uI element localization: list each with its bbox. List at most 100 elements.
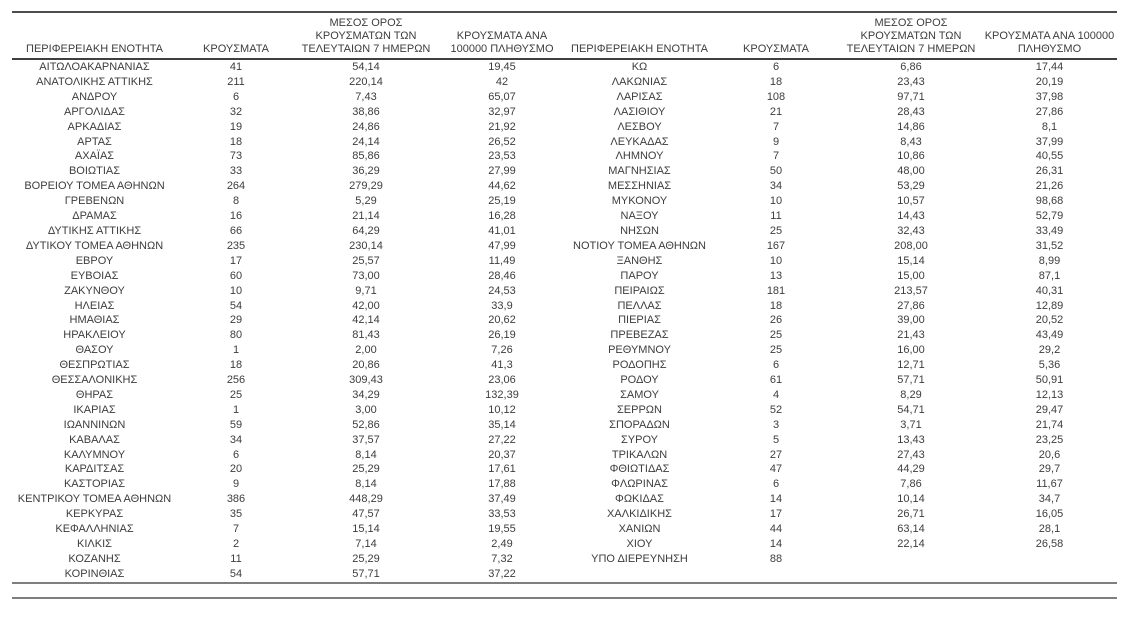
cell-per100k: 34,7 bbox=[1038, 493, 1061, 506]
cell-region: ΝΑΞΟΥ bbox=[620, 210, 659, 223]
cell-avg7: 27,43 bbox=[897, 448, 925, 461]
cell-cases: 211 bbox=[227, 75, 245, 88]
cell-per100k: 42 bbox=[495, 75, 509, 88]
table-row: ΒΟΡΕΙΟΥ ΤΟΜΕΑ ΑΘΗΝΩΝ 264 279,29 44,62 ΜΕΣΣΗΝ… bbox=[12, 179, 1117, 194]
table-row: ΚΕΦΑΛΛΗΝΙΑΣ 7 15,14 19,55 ΧΑΝΙΩΝ 44 63,14 28,1 bbox=[12, 522, 1117, 537]
cell-cases: 9 bbox=[772, 135, 780, 148]
header-region-left: ΠΕΡΙΦΕΡΕΙΑΚΗ ΕΝΟΤΗΤΑ bbox=[12, 12, 177, 60]
cell-per100k: 12,13 bbox=[1035, 388, 1064, 401]
cell-per100k: 17,61 bbox=[488, 463, 516, 476]
cell-avg7: 27,86 bbox=[897, 299, 925, 312]
table-header: ΠΕΡΙΦΕΡΕΙΑΚΗ ΕΝΟΤΗΤΑ ΚΡΟΥΣΜΑΤΑ ΜΕΣΟΣ ΟΡΟ… bbox=[12, 12, 1117, 60]
cell-cases: 18 bbox=[769, 299, 783, 312]
table-row: ΚΙΛΚΙΣ 2 7,14 2,49 ΧΙΟΥ 14 22,14 26,58 bbox=[12, 537, 1117, 552]
table-row: ΑΡΓΟΛΙΔΑΣ 32 38,86 32,97 ΛΑΣΙΘΙΟΥ 21 28,43 27,8… bbox=[12, 105, 1117, 120]
cell-avg7: 23,43 bbox=[897, 75, 925, 88]
cell-region: ΓΡΕΒΕΝΩΝ bbox=[64, 195, 125, 208]
cell-per100k: 132,39 bbox=[485, 388, 519, 401]
cell-cases: 18 bbox=[229, 359, 243, 372]
cell-region: ΚΕΦΑΛΛΗΝΙΑΣ bbox=[55, 523, 134, 536]
cell-region: ΚΑΛΥΜΝΟΥ bbox=[63, 448, 126, 461]
cell-per100k: 26,58 bbox=[1035, 538, 1064, 550]
cell-region: ΣΑΜΟΥ bbox=[620, 388, 659, 401]
cell-cases: 25 bbox=[229, 388, 243, 401]
cases-by-regional-unit-table-page: ΠΕΡΙΦΕΡΕΙΑΚΗ ΕΝΟΤΗΤΑ ΚΡΟΥΣΜΑΤΑ ΜΕΣΟΣ ΟΡΟ… bbox=[12, 11, 1117, 599]
cell-region: ΘΗΡΑΣ bbox=[75, 388, 114, 401]
cell-cases: 32 bbox=[229, 105, 243, 118]
cell-avg7: 54,14 bbox=[352, 61, 380, 73]
cell-region: ΚΟΡΙΝΘΙΑΣ bbox=[64, 567, 125, 580]
table-row: ΑΝΔΡΟΥ 6 7,43 65,07 ΛΑΡΙΣΑΣ 108 97,71 37,98 bbox=[12, 90, 1117, 105]
cell-region: ΚΑΡΔΙΤΣΑΣ bbox=[64, 463, 125, 476]
cell-per100k: 37,49 bbox=[488, 493, 516, 506]
cell-avg7: 63,14 bbox=[897, 523, 925, 536]
cell-cases: 29 bbox=[229, 314, 243, 327]
table-row: ΕΥΒΟΙΑΣ 60 73,00 28,46 ΠΑΡΟΥ 13 15,00 87,1 bbox=[12, 269, 1117, 284]
cell-avg7: 279,29 bbox=[349, 180, 383, 193]
cell-cases: 25 bbox=[769, 344, 783, 357]
cell-avg7: 10,86 bbox=[897, 150, 925, 163]
table-row: ΗΡΑΚΛΕΙΟΥ 80 81,43 26,19 ΠΡΕΒΕΖΑΣ 25 21,43 43,4… bbox=[12, 328, 1117, 343]
cell-per100k: 26,19 bbox=[488, 329, 516, 342]
cell-cases: 7 bbox=[772, 150, 780, 163]
cell-avg7: 81,43 bbox=[352, 329, 380, 342]
cell-avg7: 32,43 bbox=[897, 224, 925, 237]
cell-per100k: 19,55 bbox=[488, 523, 516, 536]
cell-cases: 10 bbox=[769, 254, 783, 267]
cell-avg7: 10,14 bbox=[897, 493, 925, 506]
cell-avg7: 24,86 bbox=[352, 120, 380, 133]
cell-avg7: 21,14 bbox=[352, 210, 380, 223]
cell-per100k: 24,53 bbox=[488, 284, 516, 297]
cell-avg7: 12,71 bbox=[897, 359, 925, 372]
cell-region: ΘΕΣΣΑΛΟΝΙΚΗΣ bbox=[51, 374, 138, 387]
cell-region: ΦΩΚΙΔΑΣ bbox=[615, 493, 664, 506]
cell-region: ΑΧΑΪΑΣ bbox=[74, 150, 115, 163]
cell-cases: 25 bbox=[769, 329, 783, 342]
cell-region: ΖΑΚΥΝΘΟΥ bbox=[64, 284, 125, 297]
cell-region: ΗΛΕΙΑΣ bbox=[74, 299, 115, 312]
cell-avg7: 3,00 bbox=[355, 403, 377, 416]
cell-per100k: 28,46 bbox=[488, 269, 516, 282]
cell-cases: 6 bbox=[772, 359, 780, 372]
cell-per100k: 35,14 bbox=[488, 418, 516, 431]
cell-avg7: 7,14 bbox=[355, 538, 377, 550]
cell-avg7: 47,57 bbox=[352, 508, 380, 521]
cell-region: ΗΡΑΚΛΕΙΟΥ bbox=[63, 329, 126, 342]
cell-region: ΞΑΝΘΗΣ bbox=[616, 254, 663, 267]
cell-per100k: 17,88 bbox=[488, 478, 516, 491]
cell-per100k: 21,92 bbox=[488, 120, 516, 133]
cell-per100k: 16,28 bbox=[488, 210, 516, 223]
cell-per100k: 8,1 bbox=[1041, 120, 1058, 133]
cell-cases: 41 bbox=[229, 61, 243, 73]
cell-avg7: 309,43 bbox=[349, 374, 383, 387]
cell-cases: 66 bbox=[229, 224, 243, 237]
cell-avg7: 8,14 bbox=[355, 478, 377, 491]
cell-per100k: 11,49 bbox=[488, 254, 516, 267]
cell-per100k: 47,99 bbox=[488, 239, 516, 252]
cell-avg7: 15,00 bbox=[897, 269, 925, 282]
cell-cases: 50 bbox=[769, 165, 783, 178]
table-row: ΚΑΣΤΟΡΙΑΣ 9 8,14 17,88 ΦΛΩΡΙΝΑΣ 6 7,86 11,67 bbox=[12, 477, 1117, 492]
cell-avg7: 208,00 bbox=[894, 239, 928, 252]
cell-cases: 6 bbox=[232, 448, 240, 461]
cell-per100k: 11,67 bbox=[1036, 478, 1063, 491]
table-row: ΔΥΤΙΚΗΣ ΑΤΤΙΚΗΣ 66 64,29 41,01 ΝΗΣΩΝ 25 32,43 3… bbox=[12, 224, 1117, 239]
cell-cases: 2 bbox=[232, 538, 240, 550]
table-row: ΗΛΕΙΑΣ 54 42,00 33,9 ΠΕΛΛΑΣ 18 27,86 12,89 bbox=[12, 299, 1117, 314]
cell-region: ΒΟΡΕΙΟΥ ΤΟΜΕΑ ΑΘΗΝΩΝ bbox=[24, 180, 165, 193]
cell-cases: 4 bbox=[772, 388, 780, 401]
header-cases-right: ΚΡΟΥΣΜΑΤΑ bbox=[712, 12, 840, 60]
cell-per100k: 27,99 bbox=[488, 165, 516, 178]
cell-cases: 11 bbox=[230, 552, 242, 565]
table-row: ΖΑΚΥΝΘΟΥ 10 9,71 24,53 ΠΕΙΡΑΙΩΣ 181 213,57 40,3… bbox=[12, 284, 1117, 299]
cell-per100k: 40,55 bbox=[1035, 150, 1064, 163]
cell-per100k: 33,49 bbox=[1035, 224, 1064, 237]
cell-per100k: 40,31 bbox=[1035, 284, 1064, 297]
cell-cases: 17 bbox=[229, 254, 243, 267]
header-region-right: ΠΕΡΙΦΕΡΕΙΑΚΗ ΕΝΟΤΗΤΑ bbox=[567, 12, 712, 60]
cell-avg7: 13,43 bbox=[897, 433, 925, 446]
cell-cases: 9 bbox=[232, 478, 240, 491]
cell-avg7: 85,86 bbox=[352, 150, 380, 163]
cell-cases: 20 bbox=[229, 463, 243, 476]
table-row: ΚΟΖΑΝΗΣ 11 25,29 7,32 ΥΠΟ ΔΙΕΡΕΥΝΗΣΗ 88 bbox=[12, 552, 1117, 567]
